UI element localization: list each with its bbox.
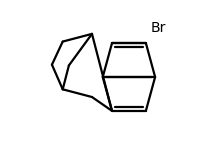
Text: Br: Br	[151, 21, 166, 35]
